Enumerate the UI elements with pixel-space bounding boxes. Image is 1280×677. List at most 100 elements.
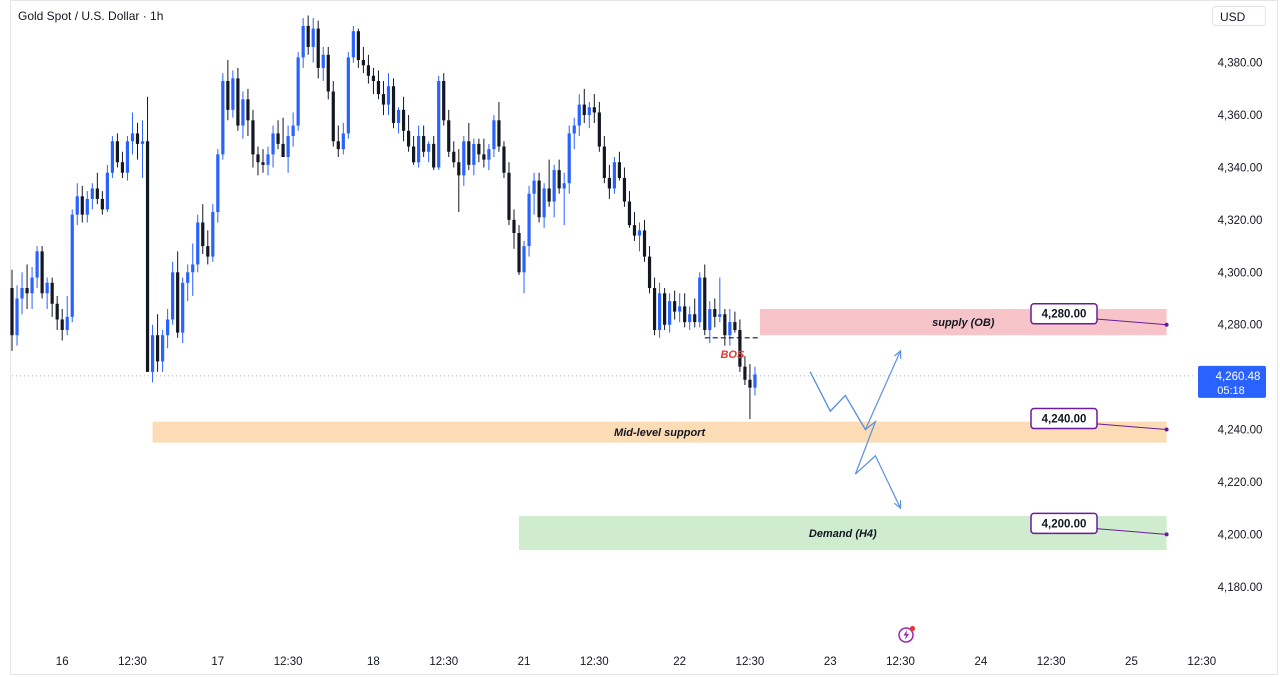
candle-body — [637, 230, 642, 236]
level-anchor — [1164, 532, 1169, 537]
currency-selector[interactable]: USD — [1212, 6, 1266, 26]
candle-body — [221, 81, 225, 155]
level-label: 4,240.00 — [1042, 414, 1087, 426]
candle-body — [145, 141, 150, 372]
candle-body — [186, 272, 190, 283]
candle-body — [622, 177, 627, 202]
candle-body — [657, 293, 662, 330]
candle-body — [557, 170, 561, 189]
candle-body — [587, 107, 591, 116]
candle-body — [286, 136, 290, 157]
candle-body — [196, 222, 200, 265]
candle-body — [326, 54, 330, 92]
x-tick-label: 12:30 — [1037, 656, 1066, 668]
y-tick-label: 4,320.00 — [1218, 215, 1263, 227]
candle-body — [452, 151, 456, 163]
candle-body — [311, 28, 315, 47]
candle-body — [80, 196, 84, 215]
x-tick-label: 22 — [673, 656, 686, 668]
candle-body — [15, 298, 19, 336]
level-anchor — [1164, 322, 1169, 327]
candle-body — [296, 57, 300, 126]
candle-body — [642, 230, 647, 257]
candle-body — [140, 141, 145, 144]
candle-body — [437, 81, 441, 168]
y-tick-label: 4,300.00 — [1218, 267, 1263, 279]
candle-body — [85, 198, 89, 215]
candle-body — [306, 25, 310, 47]
candle-body — [371, 75, 376, 81]
candle-body — [35, 251, 39, 278]
candle-body — [226, 81, 230, 110]
candle-body — [713, 309, 717, 317]
candle-body — [512, 219, 516, 233]
candle-body — [361, 60, 365, 66]
candle-body — [281, 143, 285, 157]
candle-body — [55, 303, 59, 320]
lightning-icon[interactable] — [897, 624, 917, 644]
candle-body — [442, 81, 446, 121]
candle-body — [492, 120, 496, 150]
zone-label: Mid-level support — [614, 427, 706, 439]
candle-body — [748, 379, 752, 388]
candle-body — [597, 112, 601, 147]
candle-body — [70, 214, 74, 317]
candle-body — [331, 91, 335, 142]
candle-body — [422, 136, 426, 152]
candle-body — [60, 319, 64, 330]
candle-body — [150, 335, 155, 372]
level-label-box — [1030, 302, 1098, 325]
candle-body — [356, 31, 360, 61]
candle-body — [125, 141, 130, 173]
x-tick-label: 12:30 — [580, 656, 609, 668]
x-tick-label: 23 — [824, 656, 837, 668]
candle-body — [517, 233, 521, 273]
candle-body — [176, 272, 180, 333]
candle-body — [647, 256, 652, 289]
y-tick-label: 4,220.00 — [1218, 477, 1263, 489]
zone-label: supply (OB) — [932, 317, 995, 329]
countdown-timer: 05:18 — [1217, 385, 1245, 397]
candle-body — [547, 188, 551, 202]
candle-body — [462, 141, 466, 176]
candle-body — [698, 277, 702, 323]
current-price-badge — [1198, 365, 1266, 398]
candle-body — [723, 314, 727, 336]
candle-body — [161, 335, 165, 362]
chart-frame — [10, 0, 1278, 675]
candle-body — [497, 120, 501, 147]
symbol-title: Gold Spot / U.S. Dollar · 1h — [18, 9, 164, 23]
candle-body — [617, 162, 622, 178]
zone-supply — [759, 309, 1167, 336]
candle-body — [391, 86, 396, 123]
candle-body — [401, 109, 406, 131]
candle-body — [251, 120, 255, 155]
candle-body — [105, 172, 109, 210]
candle-body — [427, 143, 431, 152]
x-tick-label: 12:30 — [886, 656, 915, 668]
candle-body — [65, 316, 69, 330]
candle-body — [110, 141, 114, 173]
candle-body — [211, 212, 215, 257]
x-tick-label: 12:30 — [429, 656, 458, 668]
x-tick-label: 24 — [974, 656, 987, 668]
candle-body — [206, 246, 210, 257]
candle-body — [301, 25, 305, 58]
y-tick-label: 4,240.00 — [1218, 425, 1263, 437]
y-tick-label: 4,180.00 — [1218, 582, 1263, 594]
candle-body — [447, 120, 451, 152]
projection-down-arrow — [893, 500, 902, 510]
candle-body — [728, 322, 732, 336]
candle-body — [652, 288, 657, 330]
current-price-value: 4,260.48 — [1216, 371, 1261, 383]
candle-body — [246, 99, 250, 121]
level-label: 4,200.00 — [1042, 518, 1087, 530]
candle-body — [191, 264, 195, 273]
candle-body — [753, 374, 757, 388]
candle-body — [522, 246, 526, 273]
candle-body — [542, 188, 546, 218]
x-tick-label: 16 — [56, 656, 69, 668]
candle-body — [562, 183, 566, 189]
projection-up — [809, 350, 902, 431]
